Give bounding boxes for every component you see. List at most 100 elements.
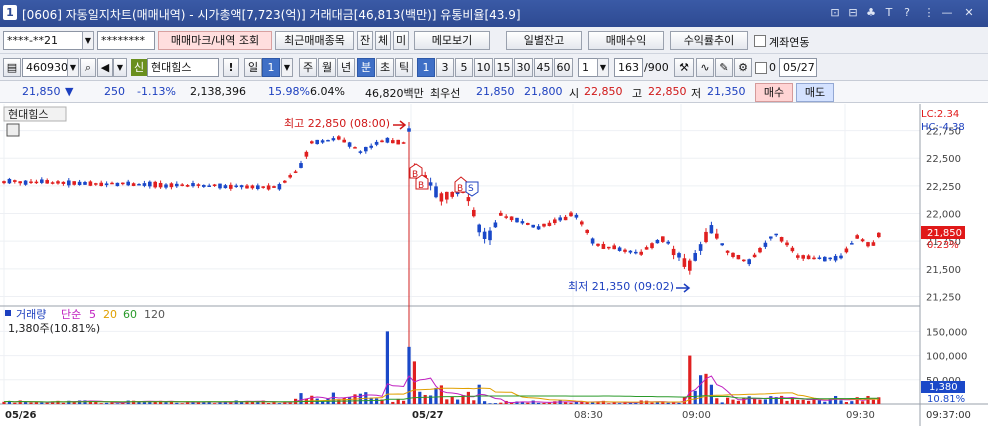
volume-bar: [429, 395, 433, 404]
settings-icon[interactable]: ⚙: [734, 58, 752, 77]
volume-bar: [569, 402, 573, 404]
help-icon[interactable]: ?: [904, 6, 910, 19]
chart-menu-icon[interactable]: ▤: [3, 58, 21, 77]
time-tick-label: 09:30: [846, 410, 875, 421]
candle-body: [785, 242, 789, 246]
volume-bar: [461, 395, 465, 404]
time-tick-label: 05/26: [5, 410, 37, 421]
period-tick-button[interactable]: 틱: [395, 58, 413, 77]
stock-name-field[interactable]: 현대힘스: [147, 58, 219, 77]
turnover-pct: 15.98%: [268, 85, 310, 98]
layout-icon[interactable]: ⊟: [848, 6, 858, 19]
period-number-select[interactable]: 1: [262, 58, 280, 77]
chevron-down-icon[interactable]: ▼: [281, 58, 293, 77]
date-input[interactable]: 05/27: [779, 58, 817, 77]
trade-profit-button[interactable]: 매매수익: [588, 31, 664, 50]
date-checkbox[interactable]: [755, 62, 767, 74]
volume-bar: [218, 402, 222, 404]
stock-code-input[interactable]: 460930: [22, 58, 68, 77]
lc-label: LC:2.34: [921, 109, 959, 120]
price-tick-label: 21,500: [926, 265, 961, 276]
candle-body: [288, 175, 292, 178]
chevron-down-icon[interactable]: ▼: [82, 31, 94, 50]
candle-body: [661, 236, 665, 242]
volume-bar: [861, 401, 865, 404]
tools-icon[interactable]: ⚒: [674, 58, 694, 77]
volume-bar: [380, 399, 384, 404]
chevron-down-icon[interactable]: ▼: [597, 58, 609, 77]
volume-bar: [591, 402, 595, 404]
volume-bar: [159, 400, 163, 404]
account-select[interactable]: ****-**21: [3, 31, 83, 50]
close-icon[interactable]: ✕: [964, 6, 974, 19]
candle-body: [347, 142, 352, 147]
menu-icon[interactable]: ⋮: [923, 6, 935, 19]
volume-bar: [180, 403, 184, 404]
candle-body: [504, 216, 508, 218]
font-icon[interactable]: T: [885, 6, 893, 19]
filled-button[interactable]: 체: [375, 31, 391, 50]
volume-bar: [601, 400, 605, 404]
pin-icon[interactable]: ♣: [866, 6, 876, 19]
period-year-button[interactable]: 년: [337, 58, 355, 77]
price-axis: 22,750 22,500 22,250 22,000 21,750 21,500 21,2…: [926, 127, 961, 304]
candlestick-chart[interactable]: 22,750 22,500 22,250 22,000 21,750 21,500 21,2…: [0, 104, 988, 426]
minute-60-button[interactable]: 60: [554, 58, 573, 77]
volume-bar: [715, 398, 719, 404]
minute-3-button[interactable]: 3: [436, 58, 454, 77]
memo-button[interactable]: 메모보기: [414, 31, 490, 50]
minute-45-button[interactable]: 45: [534, 58, 553, 77]
minute-30-button[interactable]: 30: [514, 58, 533, 77]
candle-body: [180, 184, 184, 186]
chart-area[interactable]: 22,750 22,500 22,250 22,000 21,750 21,500 21,2…: [0, 104, 988, 426]
svg-text:B: B: [412, 170, 418, 180]
recent-stocks-button[interactable]: 최근매매종목: [275, 31, 354, 50]
bar-count-input[interactable]: 163: [614, 58, 643, 77]
volume-bar: [245, 401, 249, 404]
period-second-button[interactable]: 초: [376, 58, 394, 77]
warning-button[interactable]: !: [223, 58, 239, 77]
candle-body: [779, 236, 784, 242]
minimize-icon[interactable]: —: [941, 6, 953, 19]
search-icon[interactable]: ⌕: [80, 58, 96, 77]
minute-1-button[interactable]: 1: [417, 58, 435, 77]
candle-body: [747, 259, 751, 265]
period-week-button[interactable]: 주: [299, 58, 317, 77]
candle-body: [7, 178, 12, 184]
svg-text:B: B: [457, 184, 463, 194]
price-change-pct: -1.13%: [137, 85, 176, 98]
restore-icon[interactable]: ⊡: [830, 6, 840, 19]
candle-body: [83, 182, 87, 185]
candle-body: [482, 231, 487, 239]
candle-body: [833, 255, 838, 261]
chart-background: [0, 104, 988, 426]
draw-icon[interactable]: ∿: [696, 58, 714, 77]
daily-balance-button[interactable]: 일별잔고: [506, 31, 582, 50]
candles: [2, 125, 881, 275]
price-tick-label: 22,750: [926, 127, 961, 138]
period-day-button[interactable]: 일: [244, 58, 262, 77]
trade-history-button[interactable]: 매매마크/내역 조회: [158, 31, 272, 50]
sell-button[interactable]: 매도: [796, 83, 834, 102]
volume-bar: [115, 403, 119, 404]
return-trend-button[interactable]: 수익률추이: [670, 31, 748, 50]
speaker-icon[interactable]: ◀: [97, 58, 113, 77]
account-link-checkbox[interactable]: [754, 35, 766, 47]
minute-10-button[interactable]: 10: [474, 58, 493, 77]
pen-icon[interactable]: ✎: [715, 58, 733, 77]
minute-15-button[interactable]: 15: [494, 58, 513, 77]
unfilled-button[interactable]: 미: [393, 31, 409, 50]
bar-count-total: /900: [644, 61, 669, 74]
buy-button[interactable]: 매수: [755, 83, 793, 102]
balance-button[interactable]: 잔: [357, 31, 373, 50]
password-field[interactable]: ********: [97, 31, 155, 50]
volume-bar: [99, 403, 103, 404]
candle-body: [569, 212, 573, 217]
candle-body: [72, 181, 76, 185]
chevron-down-icon[interactable]: ▼: [113, 58, 127, 77]
minute-5-button[interactable]: 5: [455, 58, 473, 77]
chevron-down-icon[interactable]: ▼: [67, 58, 79, 77]
interval-select[interactable]: 1: [578, 58, 598, 77]
period-month-button[interactable]: 월: [318, 58, 336, 77]
period-minute-button[interactable]: 분: [357, 58, 375, 77]
